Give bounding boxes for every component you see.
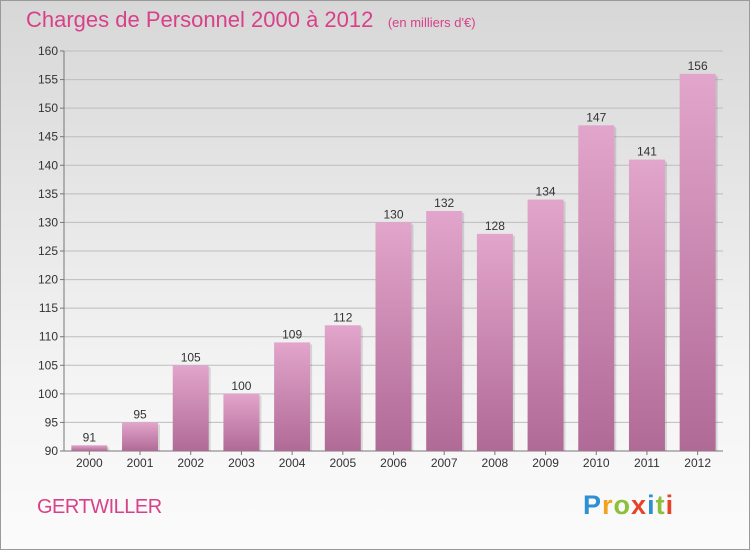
x-tick-label: 2002 (177, 456, 204, 470)
bar (628, 159, 665, 452)
data-label: 130 (383, 207, 403, 221)
data-label: 109 (282, 327, 302, 341)
data-label: 132 (434, 196, 454, 210)
data-label: 105 (181, 350, 201, 364)
x-tick-label: 2010 (583, 456, 610, 470)
data-label: 112 (333, 310, 352, 324)
x-tick-label: 2007 (431, 456, 458, 470)
bar (578, 125, 615, 452)
logo-letter: t (655, 490, 666, 520)
bar (122, 422, 159, 451)
y-tick-label: 160 (38, 44, 58, 58)
title-row: Charges de Personnel 2000 à 2012 (en mil… (26, 7, 476, 33)
logo-letter: P (583, 490, 603, 520)
y-tick-label: 125 (38, 244, 58, 258)
y-tick-label: 155 (38, 73, 58, 87)
bar (71, 445, 108, 451)
logo-letter: o (613, 490, 632, 520)
proxiti-logo: Proxiti (583, 490, 674, 521)
bar (527, 199, 564, 451)
y-tick-label: 150 (38, 101, 58, 115)
y-tick-label: 115 (39, 301, 58, 315)
data-label: 147 (586, 110, 606, 124)
data-label: 141 (637, 145, 657, 159)
y-tick-label: 100 (38, 387, 58, 401)
y-tick-label: 135 (38, 187, 58, 201)
bar (476, 233, 513, 451)
x-tick-label: 2011 (634, 456, 660, 470)
y-tick-label: 130 (38, 215, 58, 229)
data-label: 156 (688, 59, 708, 73)
x-tick-label: 2012 (684, 456, 711, 470)
y-tick-label: 120 (38, 273, 58, 287)
chart-title: Charges de Personnel 2000 à 2012 (26, 7, 374, 32)
bar (324, 325, 361, 451)
y-tick-label: 105 (38, 358, 58, 372)
bar (679, 73, 716, 451)
data-label: 95 (133, 407, 147, 421)
x-tick-label: 2006 (380, 456, 407, 470)
x-tick-label: 2008 (482, 456, 509, 470)
data-label: 134 (536, 185, 556, 199)
x-tick-label: 2000 (76, 456, 103, 470)
x-tick-label: 2004 (279, 456, 306, 470)
bar (223, 393, 260, 451)
bar (274, 342, 311, 451)
data-label: 128 (485, 219, 505, 233)
x-tick-label: 2009 (532, 456, 559, 470)
logo-letter: r (602, 490, 614, 520)
logo-letter: x (631, 490, 648, 520)
y-tick-label: 140 (38, 158, 58, 172)
x-tick-label: 2003 (228, 456, 255, 470)
place-name: GERTWILLER (37, 496, 162, 518)
chart-subtitle: (en milliers d'€) (387, 15, 476, 30)
bar (375, 222, 412, 451)
data-label: 100 (231, 379, 251, 393)
bar (426, 211, 463, 451)
data-label: 91 (83, 430, 97, 444)
bar (172, 365, 209, 451)
logo-letter: i (647, 490, 656, 520)
y-tick-label: 145 (38, 130, 58, 144)
y-tick-label: 95 (45, 415, 59, 429)
x-tick-label: 2005 (329, 456, 356, 470)
x-tick-label: 2001 (127, 456, 154, 470)
y-tick-label: 110 (39, 330, 58, 344)
logo-letter: i (665, 490, 675, 520)
y-tick-label: 90 (45, 444, 59, 458)
